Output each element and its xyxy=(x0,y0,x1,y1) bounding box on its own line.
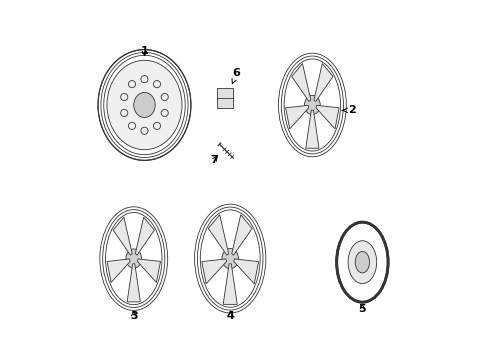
Bar xyxy=(217,87,232,108)
Polygon shape xyxy=(107,259,130,283)
Ellipse shape xyxy=(134,93,155,117)
Ellipse shape xyxy=(125,249,142,268)
Text: 1: 1 xyxy=(141,46,148,57)
Polygon shape xyxy=(202,259,226,284)
Text: 5: 5 xyxy=(358,303,366,314)
Polygon shape xyxy=(113,217,132,255)
Polygon shape xyxy=(315,105,338,129)
Ellipse shape xyxy=(222,248,238,269)
Ellipse shape xyxy=(354,251,369,273)
Polygon shape xyxy=(223,264,237,304)
Polygon shape xyxy=(127,264,140,302)
Ellipse shape xyxy=(304,95,320,114)
Text: 7: 7 xyxy=(210,156,218,165)
Polygon shape xyxy=(233,259,258,284)
Polygon shape xyxy=(137,259,160,283)
Polygon shape xyxy=(305,110,318,148)
Polygon shape xyxy=(291,63,310,102)
Ellipse shape xyxy=(347,241,376,284)
Polygon shape xyxy=(208,215,228,255)
Polygon shape xyxy=(231,215,252,255)
Text: 4: 4 xyxy=(226,311,234,321)
Text: 6: 6 xyxy=(231,68,240,84)
Polygon shape xyxy=(135,217,154,255)
Polygon shape xyxy=(313,63,332,102)
Text: 2: 2 xyxy=(342,105,355,115)
Text: 3: 3 xyxy=(130,311,137,321)
Ellipse shape xyxy=(107,60,182,150)
Polygon shape xyxy=(285,105,308,129)
